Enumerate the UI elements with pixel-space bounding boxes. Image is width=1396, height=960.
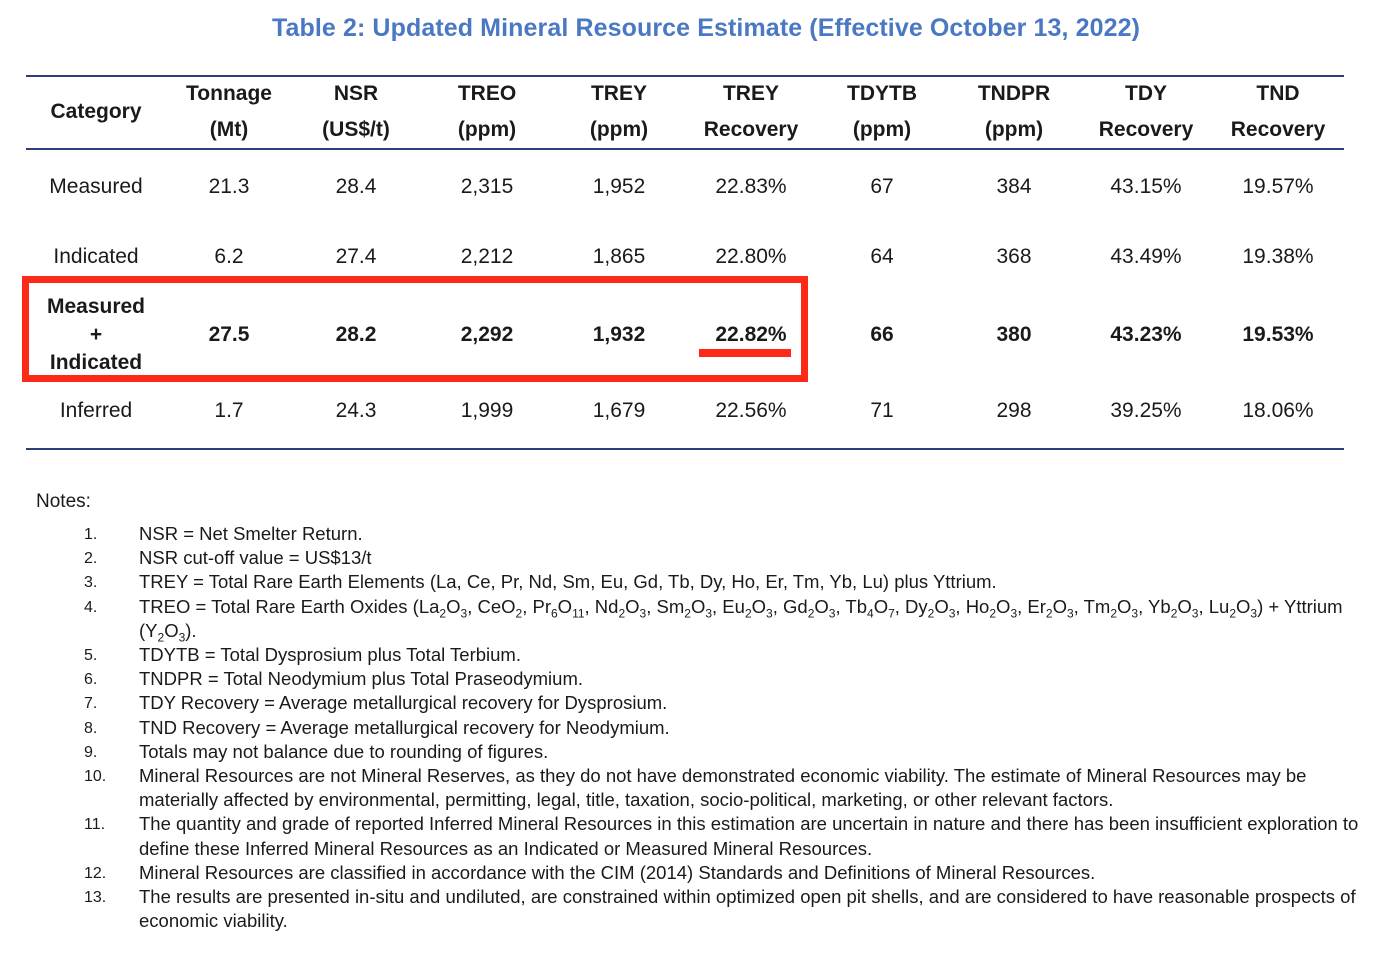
header-treo: TREO (ppm) [457,82,517,141]
table-cell-tnd-recovery: 18.06% [1242,399,1314,422]
table-cell-tndpr: 368 [996,245,1032,268]
table-cell-tnd-recovery: 19.57% [1242,175,1314,198]
note-item: 1. NSR = Net Smelter Return. [0,522,1396,546]
table-cell-trey: 1,952 [592,175,646,198]
header-tdy-recovery: TDY Recovery [1098,82,1194,141]
table-cell-treo: 2,212 [460,245,514,268]
note-text: TND Recovery = Average metallurgical rec… [139,716,670,738]
table-cell-tdy-recovery: 43.15% [1110,175,1182,198]
note-item: 9. Totals may not balance due to rounding… [0,740,1396,764]
note-text: NSR = Net Smelter Return. [139,523,363,544]
table-cell-tonnage: 6.2 [214,245,244,268]
note-item: 6. TNDPR = Total Neodymium plus Total Pra… [0,667,1396,691]
category-measured-indicated: Measured + Indicated [46,295,146,374]
table-cell-tonnage: 1.7 [214,399,244,422]
header-tonnage: Tonnage (Mt) [186,82,272,141]
note-text: The quantity and grade of reported Infer… [139,813,1359,859]
note-text: NSR cut-off value = US$13/t [139,547,372,569]
header-category: Category [50,100,142,123]
note-text: Mineral Resources are classified in acco… [139,861,1096,883]
notes-list: 1. NSR = Net Smelter Return. 2. NSR cut-off… [0,522,1396,933]
table-cell-treo: 1,999 [460,399,514,422]
note-item: 3. TREY = Total Rare Earth Elements (La, … [0,570,1396,594]
notes-heading: Notes: [36,491,91,512]
table-header-rule [26,148,1344,150]
note-number: 7. [84,695,98,713]
note-number: 10. [84,768,107,786]
table-cell-tdy-recovery: 43.23% [1110,323,1182,346]
table-cell-tdytb: 67 [870,175,894,198]
category-cell: Indicated [53,245,139,268]
note-text: Mineral Resources are not Mineral Reserv… [139,765,1307,811]
table-cell-tonnage: 21.3 [208,175,250,198]
table-cell-treo: 2,292 [460,323,514,346]
note-number: 1. [84,526,98,543]
table-cell-tonnage: 27.5 [208,323,250,346]
note-text: TNDPR = Total Neodymium plus Total Prase… [139,668,583,690]
table-cell-nsr: 28.4 [335,175,377,198]
note-item: 12. Mineral Resources are classified in a… [0,861,1396,885]
table-cell-tdytb: 66 [870,323,894,346]
header-nsr: NSR (US$/t) [322,82,390,141]
category-cell: Measured [49,175,143,198]
table-cell-tdytb: 64 [870,245,894,268]
table-cell-nsr: 28.2 [335,323,377,346]
note-number: 4. [84,598,98,616]
note-item: 10. Mineral Resources are not Mineral Res… [0,764,1396,812]
note-number: 8. [84,719,98,737]
table-cell-trey-recovery: 22.83% [715,175,787,198]
table-cell-tnd-recovery: 19.38% [1242,245,1314,268]
note-item: 7. TDY Recovery = Average metallurgical r… [0,691,1396,715]
note-number: 12. [84,864,107,882]
note-text: TREO = Total Rare Earth Oxides (La2O3, C… [139,595,1343,645]
table-cell-tndpr: 384 [996,175,1032,198]
note-number: 11. [84,816,106,834]
header-tndpr: TNDPR (ppm) [977,82,1051,141]
note-number: 13. [84,889,107,907]
note-item: 13. The results are presented in-situ and… [0,885,1396,933]
note-item: 2. NSR cut-off value = US$13/t [0,546,1396,570]
table-cell-tndpr: 298 [996,399,1032,422]
table-cell-tnd-recovery: 19.53% [1242,323,1314,346]
table-cell-trey: 1,679 [592,399,646,422]
note-number: 2. [84,550,98,568]
table-cell-trey-recovery: 22.80% [715,245,787,268]
table-cell-trey-recovery: 22.82% [715,323,787,346]
note-text: TDY Recovery = Average metallurgical rec… [139,692,668,714]
category-cell: Inferred [59,399,133,422]
table-title: Table 2: Updated Mineral Resource Estima… [271,14,1141,42]
header-trey-recovery: TREY Recovery [703,82,799,141]
header-tnd-recovery: TND Recovery [1230,82,1326,141]
note-number: 6. [84,671,98,689]
table-cell-trey: 1,865 [592,245,646,268]
note-number: 5. [84,647,98,665]
note-item: 5. TDYTB = Total Dysprosium plus Total Te… [0,643,1396,667]
header-trey: TREY (ppm) [589,82,649,141]
table-cell-trey-recovery: 22.56% [715,399,787,422]
table-bottom-rule [26,448,1344,450]
note-text: Totals may not balance due to rounding o… [139,740,549,762]
note-item: 11. The quantity and grade of reported In… [0,812,1396,860]
table-cell-treo: 2,315 [460,175,514,198]
note-text: The results are presented in-situ and un… [139,886,1356,932]
table-cell-nsr: 27.4 [335,245,377,268]
note-number: 3. [84,574,98,592]
highlight-underline [699,349,791,357]
note-text: TDYTB = Total Dysprosium plus Total Terb… [139,644,521,666]
header-tdytb: TDYTB (ppm) [847,82,917,141]
table-cell-nsr: 24.3 [335,399,377,422]
table-cell-tdytb: 71 [870,399,894,422]
note-text: TREY = Total Rare Earth Elements (La, Ce… [139,571,997,593]
table-cell-trey: 1,932 [592,323,646,346]
note-item: 8. TND Recovery = Average metallurgical r… [0,716,1396,740]
note-number: 9. [84,743,98,761]
table-cell-tndpr: 380 [996,323,1032,346]
table-cell-tdy-recovery: 39.25% [1110,399,1182,422]
table-top-rule [26,75,1344,77]
note-item: 4. TREO = Total Rare Earth Oxides (La2O3,… [0,595,1396,645]
table-cell-tdy-recovery: 43.49% [1110,245,1182,268]
